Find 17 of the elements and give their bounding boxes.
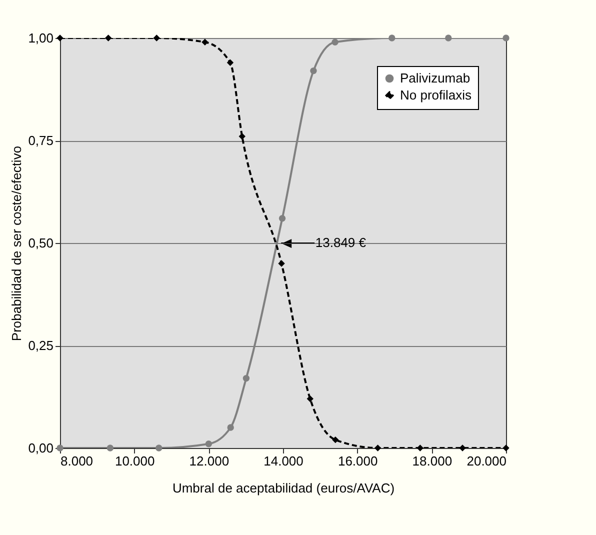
x-tick-label: 14.000 (264, 454, 304, 468)
y-tick-label: 1,00 (28, 30, 54, 46)
y-tick-label: 0,50 (28, 236, 54, 250)
x-tick-label: 16.000 (338, 454, 378, 468)
y-axis-title: Probabilidad de ser coste/efectivo (9, 146, 24, 342)
y-tick-label: 0,75 (28, 133, 54, 148)
x-tick-label: 8.000 (60, 454, 94, 468)
y-tick-label: 0,25 (28, 338, 54, 353)
x-tick-label: 12.000 (189, 454, 230, 468)
x-axis-title: Umbral de aceptabilidad (euros/AVAC) (172, 480, 395, 496)
legend-label: Palivizumab (400, 70, 470, 86)
x-tick-label: 18.000 (412, 454, 452, 468)
legend-label: No profilaxis (400, 88, 472, 102)
x-tick-label: 20.000 (466, 454, 506, 468)
x-tick-label: 10.000 (114, 454, 155, 468)
y-tick-label: 0,00 (28, 440, 54, 456)
annotation: 13.849 € (315, 235, 367, 250)
